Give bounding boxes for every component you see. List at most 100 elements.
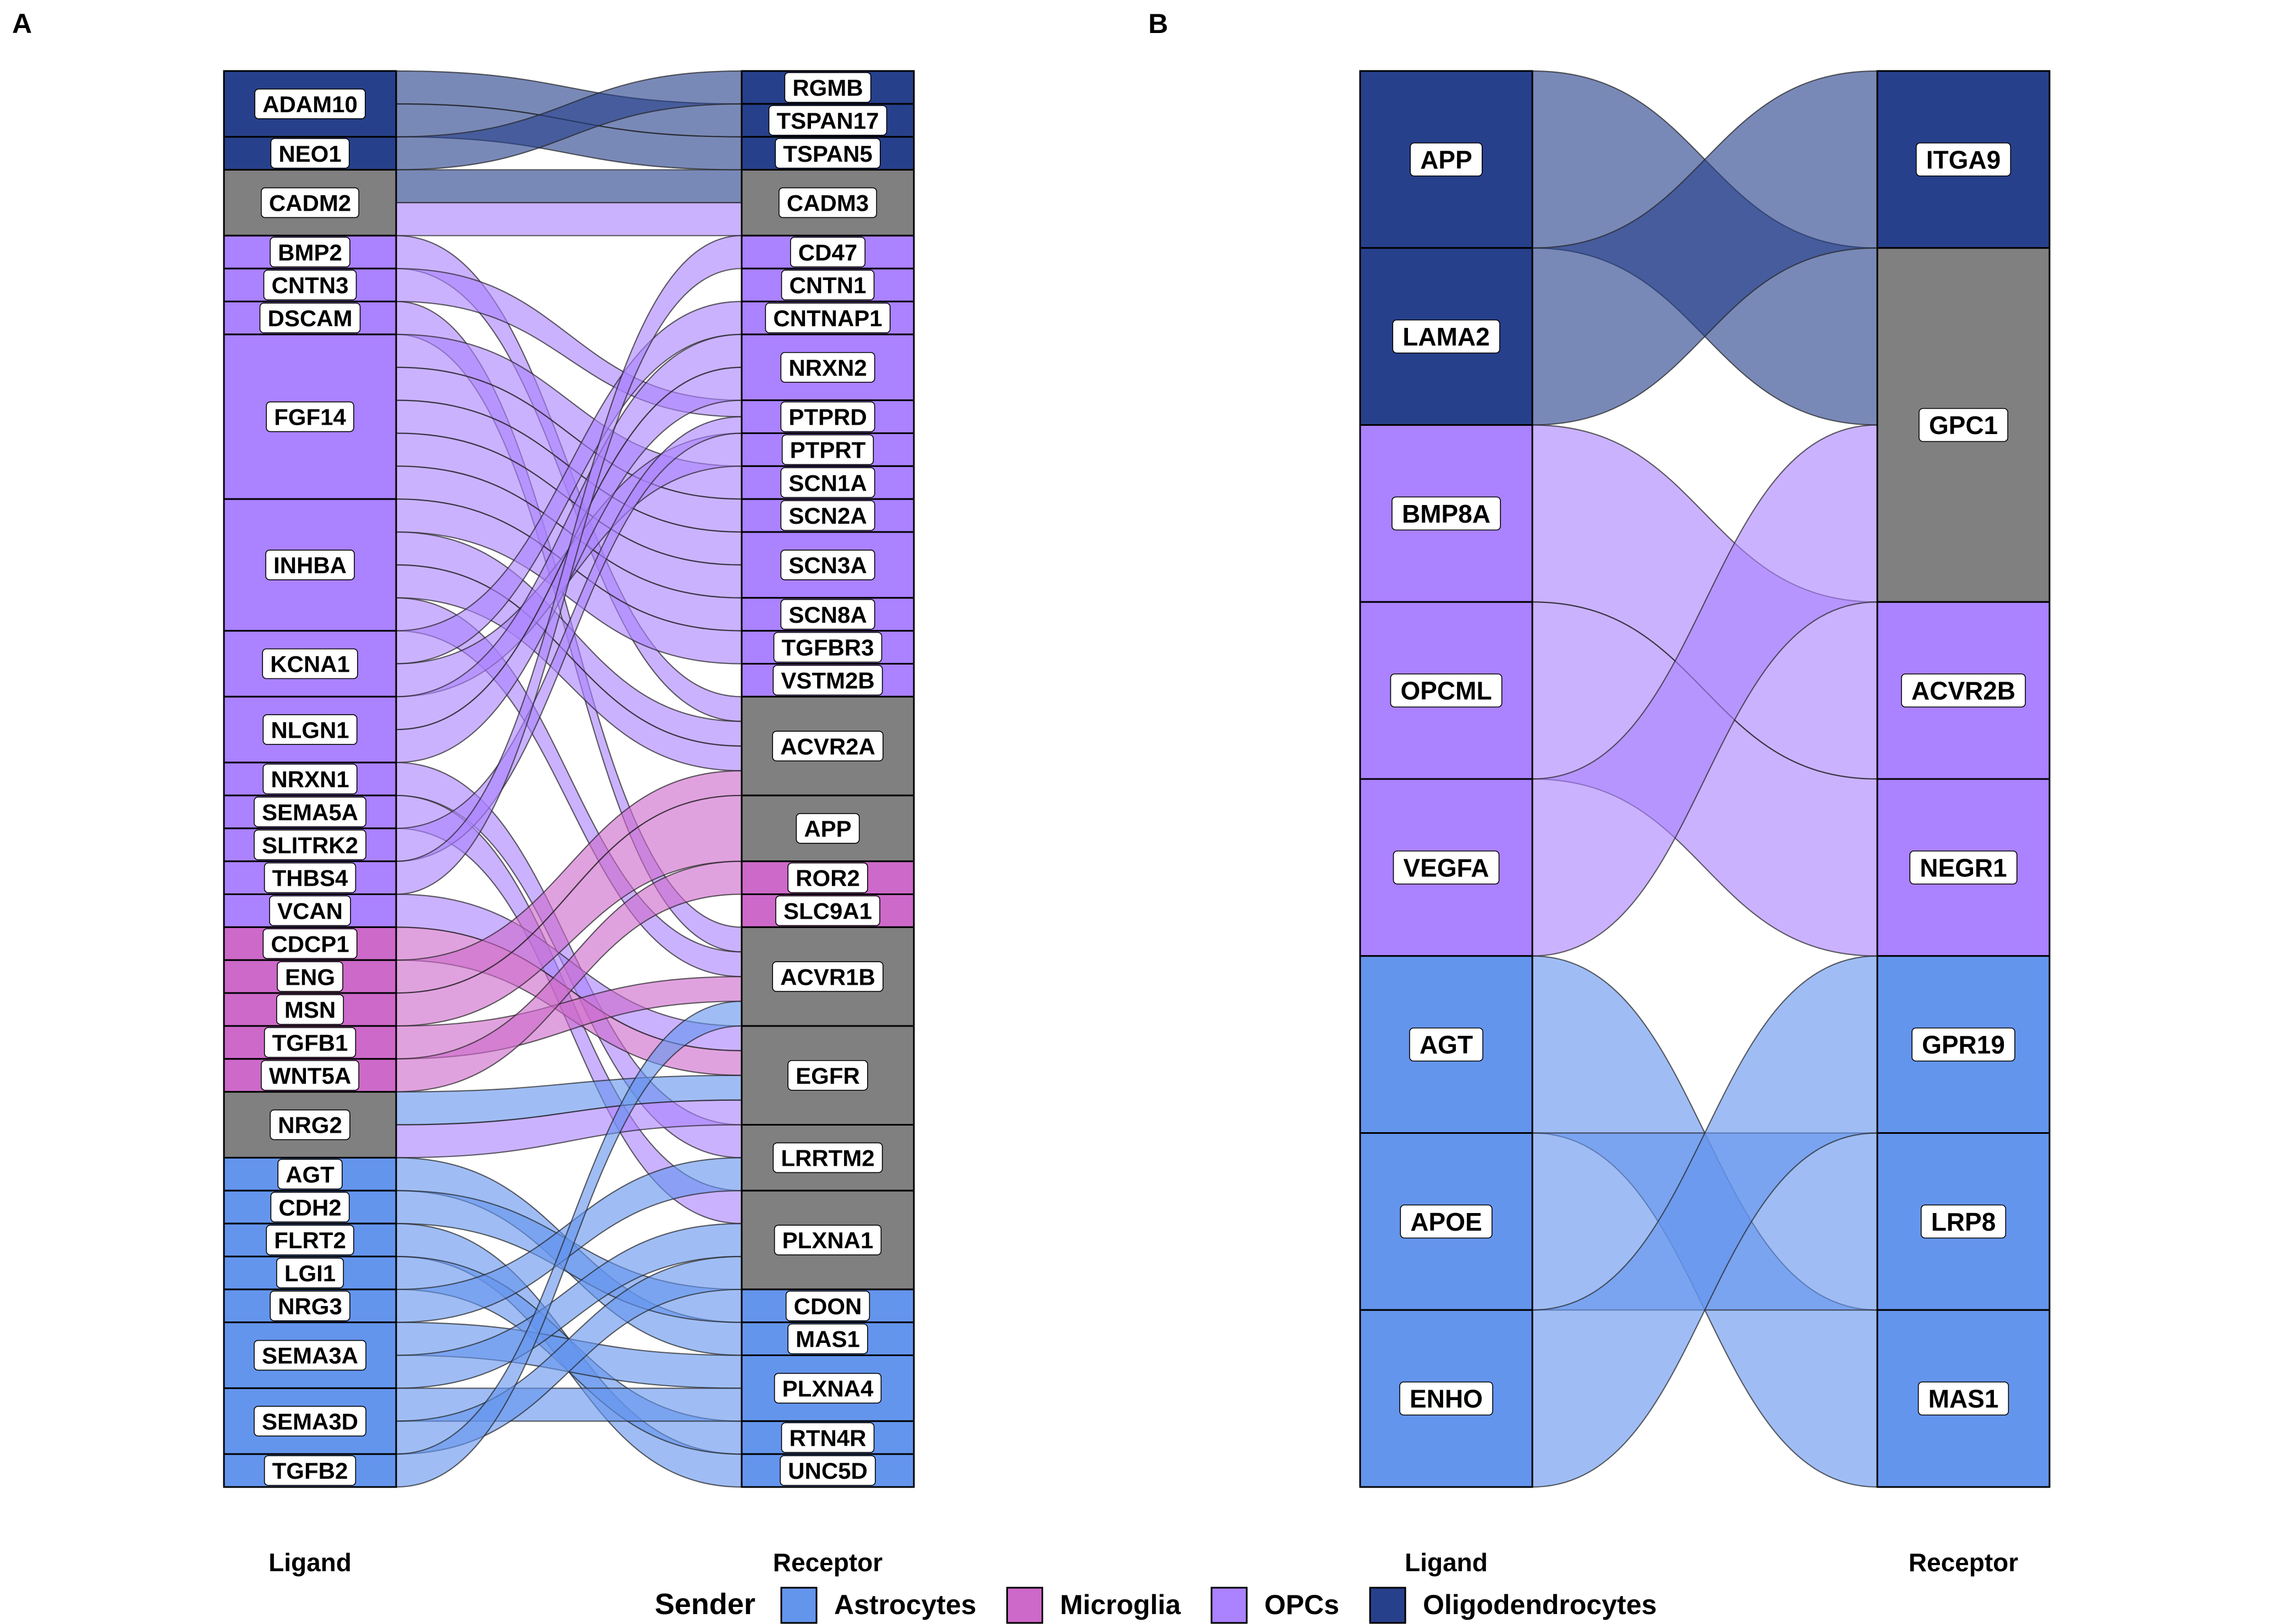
receptor-column: RGMBTSPAN17TSPAN5CADM3CD47CNTN1CNTNAP1NR…: [742, 71, 914, 1487]
legend-swatch-microglia: [1007, 1588, 1042, 1623]
axis-label-ligand: Ligand: [1405, 1548, 1488, 1577]
receptor-label-scn8a: SCN8A: [788, 602, 867, 628]
ligand-stratum-agt: AGT: [1360, 956, 1532, 1133]
receptor-stratum-tspan17: TSPAN17: [742, 104, 914, 137]
ligand-stratum-sema3d: SEMA3D: [224, 1388, 396, 1454]
legend: Sender Astrocytes Microglia OPCs Oligodendro…: [655, 1588, 1657, 1623]
receptor-label-vstm2b: VSTM2B: [781, 668, 874, 694]
receptor-stratum-scn2a: SCN2A: [742, 499, 914, 532]
receptor-stratum-unc5d: UNC5D: [742, 1454, 914, 1487]
receptor-label-lrrtm2: LRRTM2: [781, 1145, 874, 1171]
receptor-stratum-nrxn2: NRXN2: [742, 334, 914, 400]
receptor-stratum-cadm3: CADM3: [742, 170, 914, 236]
ligand-label-nrg3: NRG3: [278, 1293, 342, 1319]
ligand-label-thbs4: THBS4: [272, 865, 348, 891]
ligand-label-vegfa: VEGFA: [1404, 853, 1489, 882]
receptor-label-ror2: ROR2: [796, 865, 860, 891]
ligand-label-cntn3: CNTN3: [271, 272, 348, 298]
ligand-stratum-opcml: OPCML: [1360, 602, 1532, 779]
receptor-label-negr1: NEGR1: [1920, 853, 2007, 882]
ligand-label-tgfb2: TGFB2: [272, 1458, 348, 1484]
ligand-label-inhba: INHBA: [273, 552, 347, 578]
ligand-stratum-dscam: DSCAM: [224, 301, 396, 334]
receptor-label-cntnap1: CNTNAP1: [773, 305, 882, 331]
receptor-stratum-egfr: EGFR: [742, 1026, 914, 1125]
receptor-label-scn3a: SCN3A: [788, 552, 867, 578]
ligand-label-sema5a: SEMA5A: [262, 799, 358, 825]
receptor-stratum-ptprt: PTPRT: [742, 433, 914, 466]
ligand-column: ADAM10NEO1CADM2BMP2CNTN3DSCAMFGF14INHBAK…: [224, 71, 396, 1487]
legend-label-opcs: OPCs: [1264, 1589, 1339, 1620]
receptor-stratum-tgfbr3: TGFBR3: [742, 631, 914, 664]
ligand-label-nrg2: NRG2: [278, 1112, 342, 1138]
receptor-stratum-itga9: ITGA9: [1877, 71, 2050, 248]
ligand-stratum-agt: AGT: [224, 1157, 396, 1190]
receptor-stratum-mas1: MAS1: [1877, 1310, 2050, 1487]
ligand-label-cdcp1: CDCP1: [271, 931, 349, 957]
ligand-stratum-tgfb1: TGFB1: [224, 1026, 396, 1059]
receptor-stratum-negr1: NEGR1: [1877, 779, 2050, 956]
ligand-stratum-eng: ENG: [224, 960, 396, 993]
ligand-stratum-nrg3: NRG3: [224, 1290, 396, 1323]
receptor-label-scn2a: SCN2A: [788, 503, 867, 529]
ligand-label-adam10: ADAM10: [262, 91, 358, 117]
receptor-label-gpc1: GPC1: [1929, 411, 1998, 440]
receptor-label-cntn1: CNTN1: [789, 272, 866, 298]
legend-label-astrocytes: Astrocytes: [834, 1589, 976, 1620]
ligand-stratum-flrt2: FLRT2: [224, 1224, 396, 1257]
ligand-stratum-thbs4: THBS4: [224, 862, 396, 895]
ligand-stratum-nrg2: NRG2: [224, 1092, 396, 1158]
axis-label-ligand: Ligand: [269, 1548, 352, 1577]
receptor-label-cd47: CD47: [798, 239, 857, 265]
receptor-stratum-app: APP: [742, 795, 914, 862]
receptor-label-egfr: EGFR: [796, 1063, 860, 1089]
receptor-label-ptprd: PTPRD: [788, 404, 867, 430]
receptor-stratum-acvr2b: ACVR2B: [1877, 602, 2050, 779]
legend-label-oligodendrocytes: Oligodendrocytes: [1423, 1589, 1657, 1620]
receptor-column: ITGA9 GPC1 ACVR2B NEGR1 GPR19 LRP8 MAS1: [1877, 71, 2050, 1487]
ligand-stratum-lgi1: LGI1: [224, 1257, 396, 1290]
ligand-label-fgf14: FGF14: [274, 404, 346, 430]
receptor-label-plxna4: PLXNA4: [782, 1376, 874, 1402]
ligand-label-agt: AGT: [286, 1161, 335, 1187]
ligand-stratum-cntn3: CNTN3: [224, 268, 396, 301]
receptor-stratum-cntnap1: CNTNAP1: [742, 301, 914, 334]
legend-title: Sender: [655, 1588, 755, 1621]
ligand-stratum-app: APP: [1360, 71, 1532, 248]
ligand-label-app: APP: [1420, 145, 1472, 174]
ligand-stratum-neo1: NEO1: [224, 137, 396, 170]
receptor-label-nrxn2: NRXN2: [788, 355, 867, 381]
receptor-stratum-cdon: CDON: [742, 1290, 914, 1323]
receptor-label-mas1: MAS1: [796, 1326, 860, 1352]
ligand-stratum-tgfb2: TGFB2: [224, 1454, 396, 1487]
ligand-label-lama2: LAMA2: [1402, 322, 1489, 351]
ligand-stratum-enho: ENHO: [1360, 1310, 1532, 1487]
ligand-stratum-vegfa: VEGFA: [1360, 779, 1532, 956]
ligand-stratum-sema3a: SEMA3A: [224, 1323, 396, 1389]
ligand-label-bmp2: BMP2: [278, 239, 342, 265]
ligand-label-nrxn1: NRXN1: [271, 766, 349, 792]
receptor-stratum-acvr2a: ACVR2A: [742, 696, 914, 795]
ligand-stratum-cadm2: CADM2: [224, 170, 396, 236]
legend-swatch-astrocytes: [781, 1588, 817, 1623]
receptor-label-ptprt: PTPRT: [790, 437, 866, 463]
axis-label-receptor: Receptor: [1909, 1548, 2018, 1577]
ligand-label-sema3a: SEMA3A: [262, 1343, 358, 1369]
ligand-stratum-cdh2: CDH2: [224, 1190, 396, 1224]
receptor-stratum-scn1a: SCN1A: [742, 466, 914, 499]
ligand-label-apoe: APOE: [1410, 1208, 1482, 1236]
receptor-stratum-tspan5: TSPAN5: [742, 137, 914, 170]
ligand-label-lgi1: LGI1: [284, 1260, 336, 1286]
receptor-label-mas1: MAS1: [1928, 1385, 1999, 1413]
receptor-label-scn1a: SCN1A: [788, 470, 867, 496]
receptor-label-tspan5: TSPAN5: [783, 141, 873, 167]
ligand-stratum-bmp8a: BMP8A: [1360, 425, 1532, 602]
receptor-label-itga9: ITGA9: [1926, 145, 2001, 174]
receptor-label-cadm3: CADM3: [787, 190, 869, 216]
receptor-stratum-ror2: ROR2: [742, 862, 914, 895]
receptor-stratum-ptprd: PTPRD: [742, 400, 914, 434]
ligand-label-vcan: VCAN: [277, 898, 343, 924]
receptor-stratum-gpc1: GPC1: [1877, 248, 2050, 602]
legend-swatch-oligodendrocytes: [1370, 1588, 1405, 1623]
receptor-label-gpr19: GPR19: [1922, 1030, 2005, 1059]
